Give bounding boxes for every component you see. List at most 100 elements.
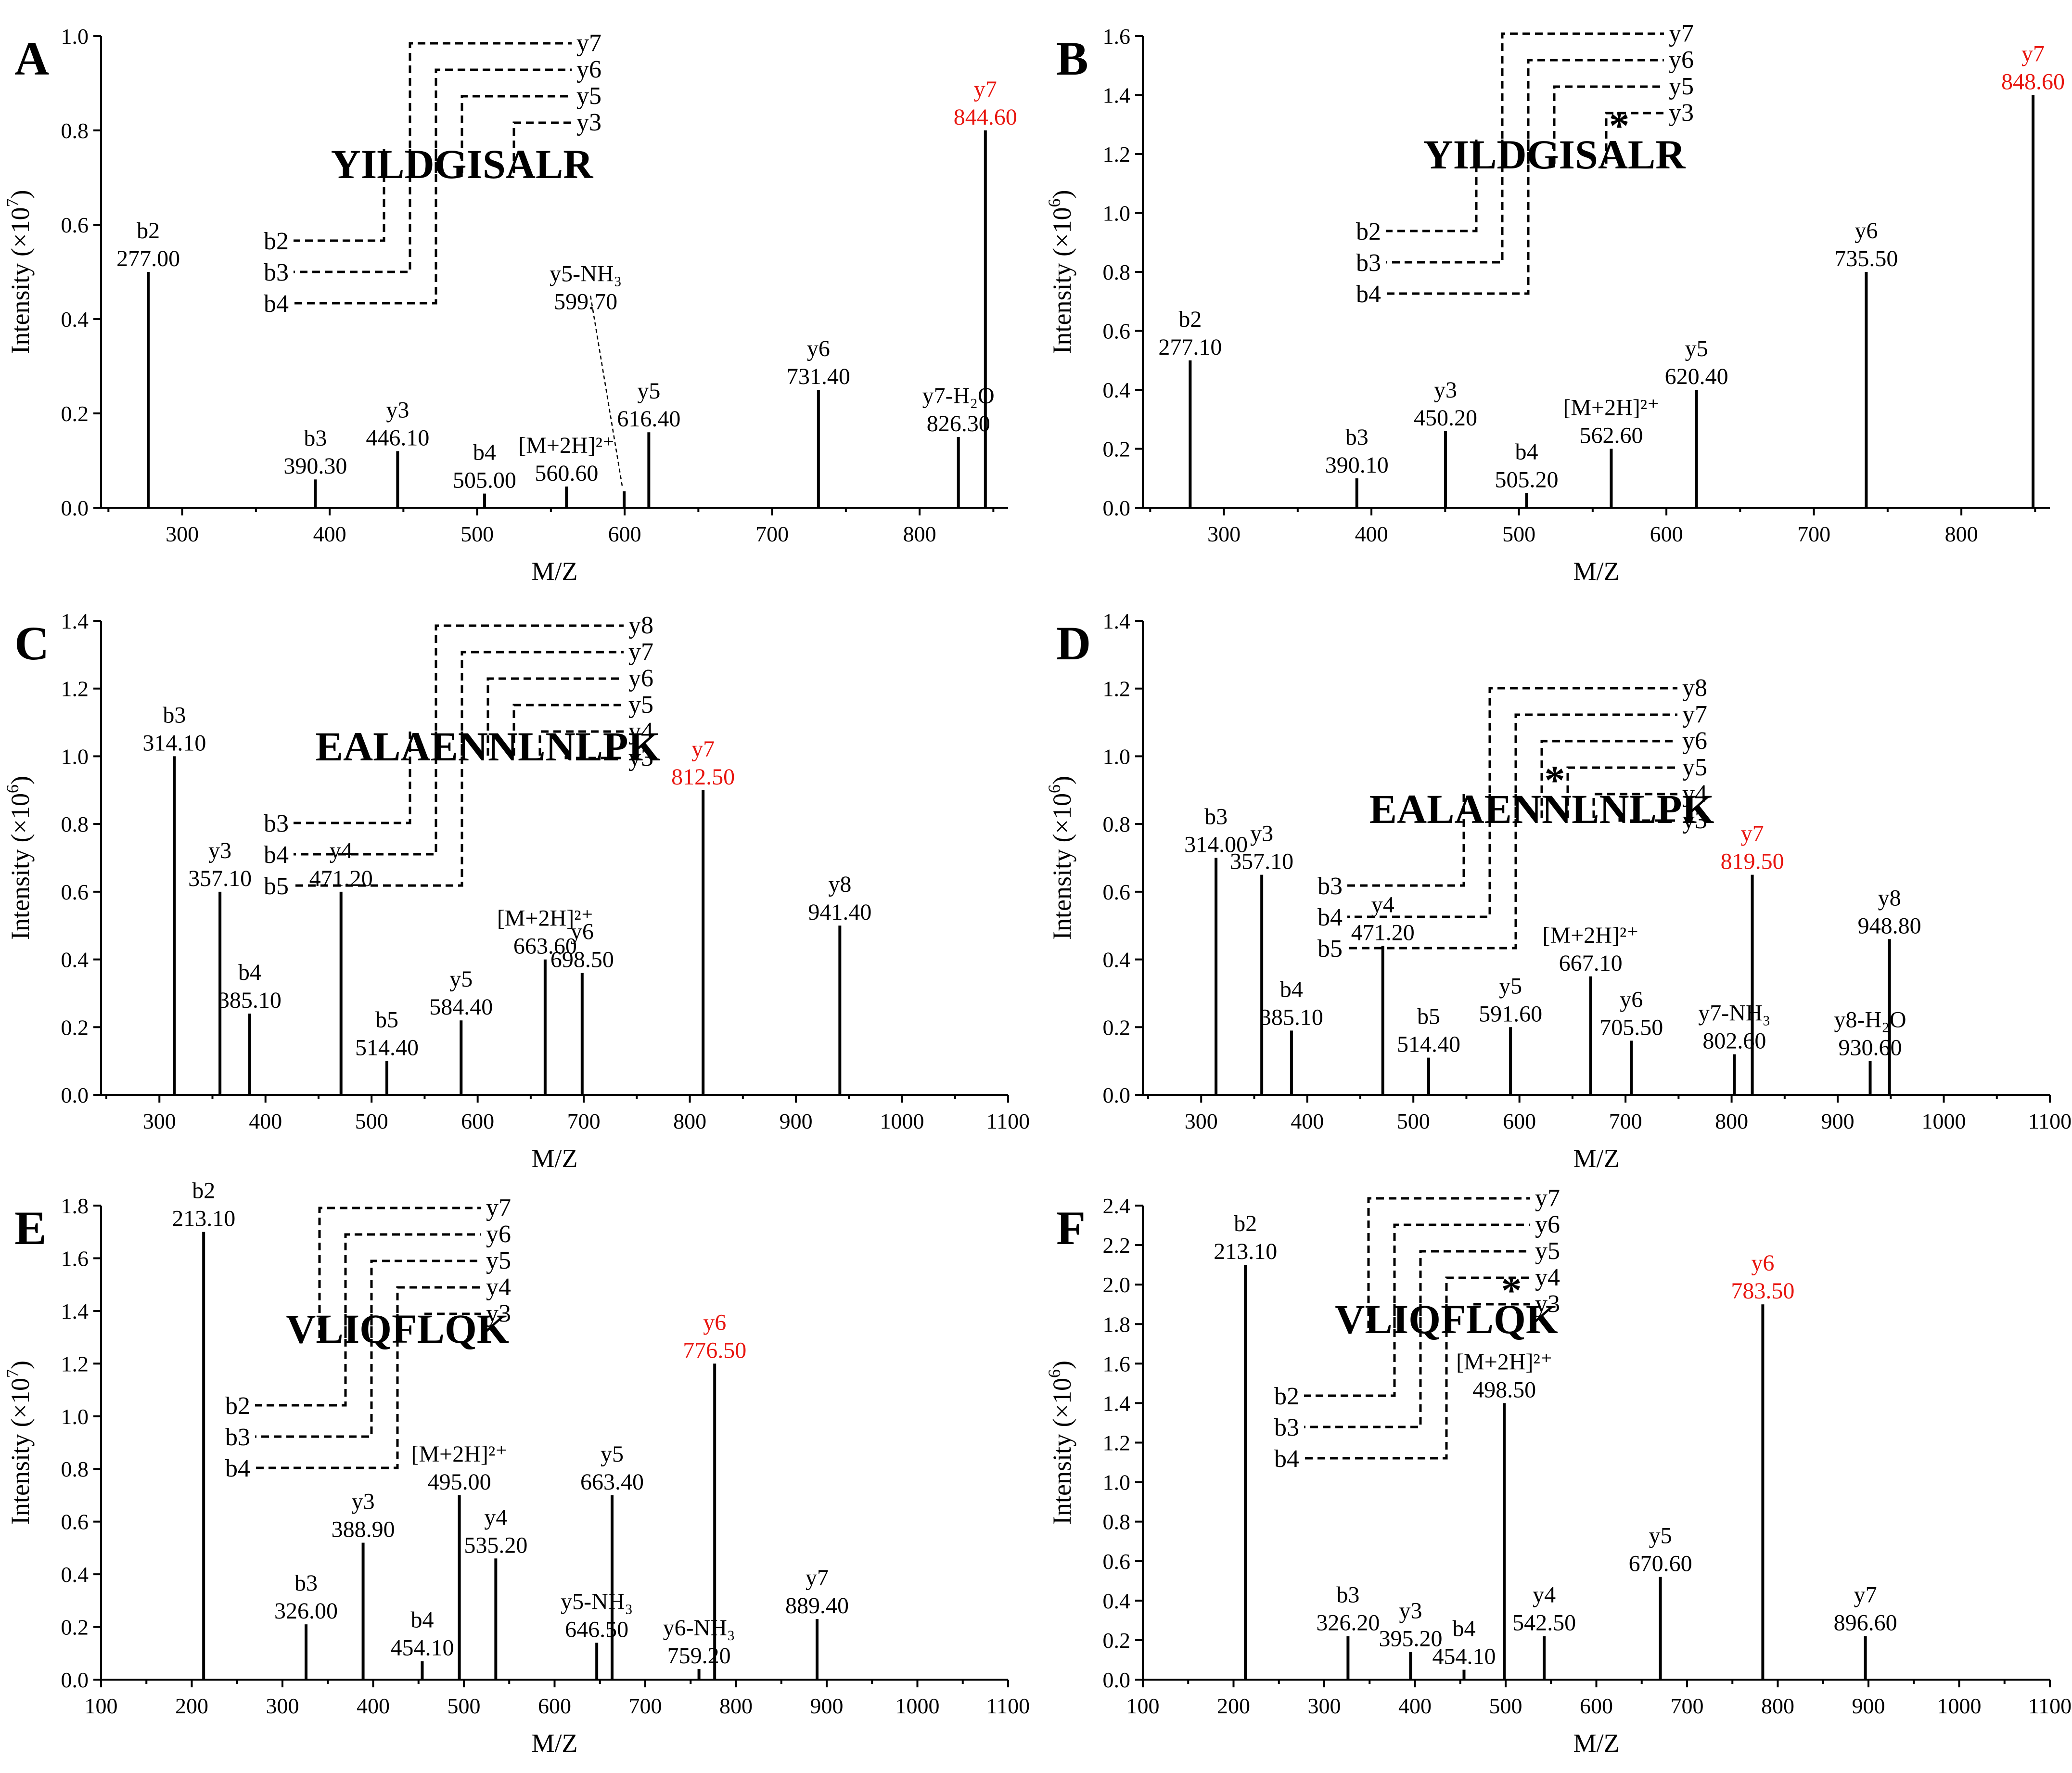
peak-mz-label: 948.80 — [1858, 913, 1921, 938]
y-tick-label: 0.6 — [1103, 1549, 1131, 1574]
peak-mz-label: 390.30 — [283, 453, 347, 479]
y-tick-label: 1.8 — [61, 1194, 89, 1218]
y-tick-label: 0.4 — [1103, 378, 1131, 402]
y-tick-label: 0.6 — [61, 213, 89, 237]
y-ion-label: y5 — [628, 691, 653, 719]
peak-ion-label: y4 — [484, 1504, 507, 1530]
peak-mz-label: 450.20 — [1414, 405, 1477, 431]
x-tick-label: 700 — [629, 1694, 662, 1718]
y-tick-label: 0.2 — [61, 401, 89, 426]
peak-ion-label: [M+2H]²⁺ — [497, 906, 593, 931]
y-tick-label: 2.0 — [1103, 1272, 1131, 1297]
y-ion-label: y4 — [628, 718, 653, 745]
b-ion-bracket — [1304, 1304, 1396, 1397]
peak-mz-label: 620.40 — [1665, 364, 1728, 389]
y-ion-label: y7 — [1669, 20, 1694, 47]
x-tick-label: 1000 — [880, 1109, 924, 1133]
y-tick-label: 1.4 — [1103, 83, 1131, 108]
peak-mz-label: 514.40 — [1397, 1032, 1460, 1057]
panel-f: F 0.0 0.2 0.4 0.6 0.8 1.0 1.2 1.4 1.6 1.8 2.0 2.2 2.4… — [1045, 1184, 2072, 1758]
peak-ion-label: y4 — [1533, 1582, 1556, 1608]
peak-mz-label: 776.50 — [683, 1337, 746, 1363]
y-axis-title: Intensity (×106) — [3, 776, 35, 940]
b-ion-bracket — [255, 1314, 347, 1407]
x-tick-label: 500 — [1397, 1109, 1430, 1133]
x-tick-label: 500 — [448, 1694, 481, 1718]
x-tick-label: 600 — [461, 1109, 494, 1133]
y-ion-label: y5 — [576, 82, 601, 110]
peak-mz-label: 213.10 — [172, 1206, 235, 1232]
peak-mz-label: 388.90 — [332, 1516, 395, 1542]
peak-mz-label: 844.60 — [954, 104, 1017, 130]
peak-mz-label: 277.00 — [116, 246, 180, 271]
peak-mz-label: 495.00 — [428, 1469, 491, 1495]
y-ion-label: y7 — [1682, 701, 1707, 728]
y-ion-label: y6 — [628, 665, 653, 692]
y-tick-label: 0.8 — [1103, 812, 1131, 836]
b-ion-bracket — [294, 732, 463, 887]
x-tick-label: 1100 — [986, 1109, 1030, 1133]
b-ion-label: b4 — [1317, 904, 1343, 931]
y-tick-label: 0.8 — [1103, 260, 1131, 284]
x-tick-label: 1100 — [2028, 1694, 2072, 1718]
peak-mz-label: 698.50 — [550, 947, 614, 973]
peak-ion-label: y3 — [1399, 1598, 1422, 1624]
y-ion-bracket — [435, 68, 572, 173]
y-tick-label: 1.0 — [1103, 201, 1131, 226]
x-tick-label: 700 — [1797, 522, 1830, 546]
b-ion-label: b2 — [1356, 218, 1381, 245]
peak-mz-label: 848.60 — [2001, 69, 2065, 95]
y-tick-label: 1.2 — [1103, 142, 1131, 167]
x-tick-label: 600 — [538, 1694, 571, 1718]
peak-ion-label: y7 — [1854, 1582, 1877, 1608]
b-ion-label: b3 — [264, 810, 289, 837]
x-tick-label: 400 — [1398, 1694, 1432, 1718]
y-tick-label: 1.6 — [1103, 24, 1131, 49]
y-tick-label: 0.4 — [1103, 948, 1131, 972]
x-tick-label: 400 — [249, 1109, 282, 1133]
peak-mz-label: 663.60 — [513, 934, 577, 959]
y-tick-label: 1.0 — [1103, 1470, 1131, 1495]
y-tick-label: 0.8 — [1103, 1510, 1131, 1534]
y-ion-label: y6 — [1535, 1211, 1560, 1238]
b-ion-bracket — [1304, 1304, 1422, 1428]
y-ion-label: y8 — [1682, 674, 1707, 702]
y-ion-bracket — [460, 95, 572, 173]
y-ion-bracket — [1540, 740, 1677, 818]
y-tick-label: 0.4 — [61, 307, 89, 332]
peak-ion-label: y4 — [1371, 892, 1394, 917]
peak-ion-label: [M+2H]²⁺ — [1543, 923, 1639, 948]
y-tick-label: 1.6 — [1103, 1351, 1131, 1376]
y-ion-bracket — [422, 1312, 481, 1338]
peak-ion-label: y7-NH₃ — [1698, 1001, 1770, 1026]
peak-mz-label: 535.20 — [464, 1532, 527, 1558]
peak-mz-label: 314.10 — [142, 730, 206, 756]
peak-mz-label: 562.60 — [1579, 423, 1643, 449]
peak-mz-label: 731.40 — [787, 364, 850, 389]
b-ion-bracket — [1347, 794, 1491, 918]
y-ion-bracket — [1566, 766, 1677, 818]
y-ion-bracket — [1471, 1303, 1530, 1328]
peak-ion-label: y6 — [807, 336, 830, 361]
peak-ion-label: y8-H₂O — [1834, 1007, 1906, 1033]
b-ion-label: b4 — [264, 841, 289, 869]
b-ion-label: b4 — [1356, 281, 1381, 308]
y-ion-label: y3 — [1669, 99, 1694, 127]
peak-ion-label: y6 — [571, 919, 594, 945]
y-ion-bracket — [512, 704, 624, 756]
peak-mz-label: 471.20 — [1351, 920, 1415, 945]
b-ion-label: b2 — [264, 228, 289, 255]
panel-letter: B — [1056, 32, 1088, 85]
b-ion-label: b2 — [1274, 1383, 1299, 1410]
y-tick-label: 1.4 — [61, 609, 89, 633]
x-tick-label: 200 — [175, 1694, 208, 1718]
y-tick-label: 0.8 — [61, 812, 89, 836]
y-tick-label: 0.0 — [61, 1083, 89, 1107]
peak-ion-label: y3 — [1250, 821, 1273, 847]
peak-ion-label: y6-NH₃ — [663, 1615, 735, 1641]
peak-ion-label: b4 — [473, 440, 496, 465]
y-tick-label: 0.6 — [61, 1510, 89, 1534]
peak-mz-label: 783.50 — [1731, 1278, 1794, 1304]
y-ion-bracket — [1488, 687, 1677, 818]
panel-letter: C — [14, 617, 49, 670]
